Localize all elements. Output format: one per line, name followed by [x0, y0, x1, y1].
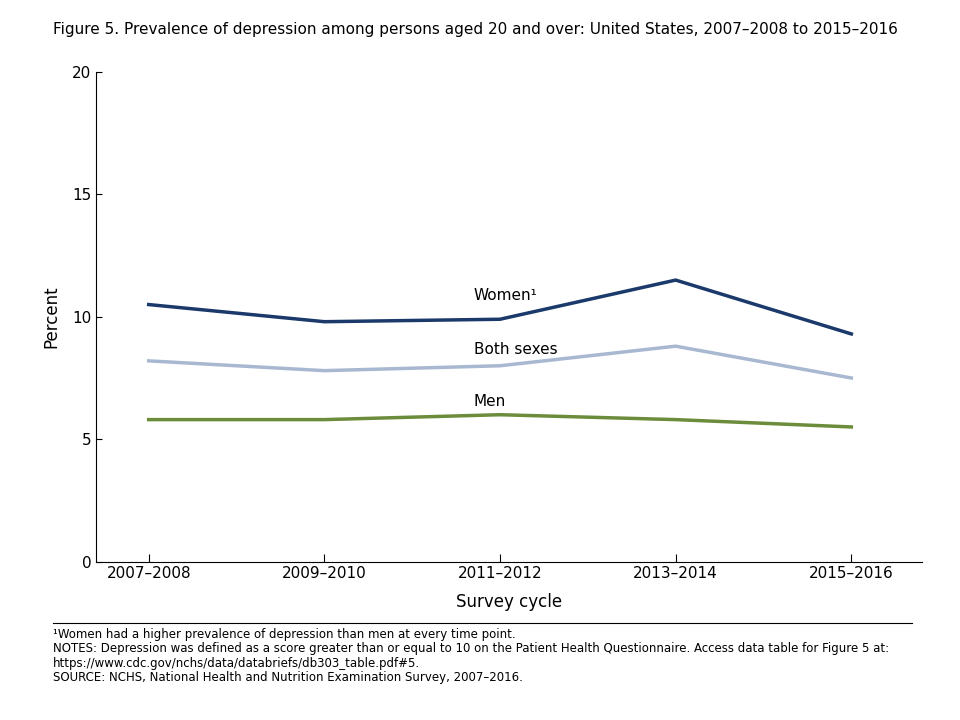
Text: Figure 5. Prevalence of depression among persons aged 20 and over: United States: Figure 5. Prevalence of depression among… [53, 22, 898, 37]
Text: SOURCE: NCHS, National Health and Nutrition Examination Survey, 2007–2016.: SOURCE: NCHS, National Health and Nutrit… [53, 671, 522, 684]
Text: NOTES: Depression was defined as a score greater than or equal to 10 on the Pati: NOTES: Depression was defined as a score… [53, 642, 889, 655]
Text: Women¹: Women¹ [473, 288, 538, 303]
Text: ¹Women had a higher prevalence of depression than men at every time point.: ¹Women had a higher prevalence of depres… [53, 628, 516, 641]
X-axis label: Survey cycle: Survey cycle [456, 593, 562, 611]
Text: https://www.cdc.gov/nchs/data/databriefs/db303_table.pdf#5.: https://www.cdc.gov/nchs/data/databriefs… [53, 657, 420, 670]
Text: Both sexes: Both sexes [473, 342, 558, 357]
Y-axis label: Percent: Percent [43, 286, 60, 348]
Text: Men: Men [473, 394, 506, 409]
